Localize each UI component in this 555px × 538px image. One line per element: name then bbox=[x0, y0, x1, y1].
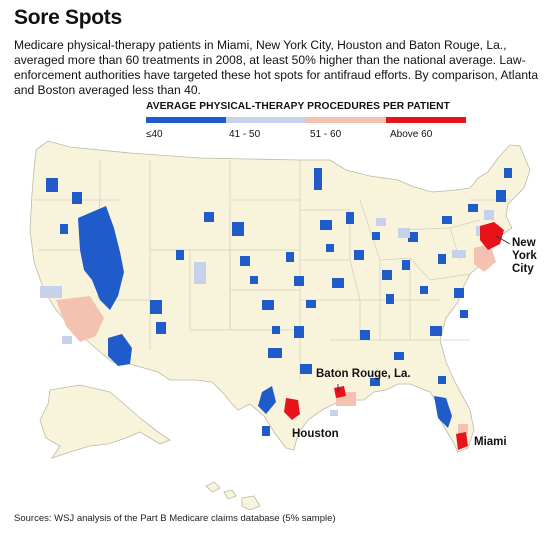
region-low bbox=[240, 256, 250, 266]
region-low bbox=[360, 330, 370, 340]
callout-new-york: New York City bbox=[512, 237, 537, 276]
region-low bbox=[468, 204, 478, 212]
region-mid bbox=[376, 218, 386, 226]
callout-miami: Miami bbox=[474, 436, 507, 448]
region-low bbox=[326, 244, 334, 252]
state-borders bbox=[34, 160, 510, 380]
region-high-miami bbox=[456, 432, 468, 450]
region-low bbox=[78, 206, 124, 310]
legend-swatch-high bbox=[386, 117, 466, 123]
region-low bbox=[402, 260, 410, 270]
region-low bbox=[60, 224, 68, 234]
new-york-leader-line bbox=[495, 235, 511, 245]
legend-title: AVERAGE PHYSICAL-THERAPY PROCEDURES PER … bbox=[146, 101, 450, 112]
region-mid bbox=[452, 250, 466, 258]
region-low bbox=[430, 326, 442, 336]
region-low bbox=[454, 288, 464, 298]
region-low bbox=[346, 212, 354, 224]
region-low bbox=[460, 310, 468, 318]
region-low bbox=[496, 190, 506, 202]
hawaii-1 bbox=[205, 481, 221, 493]
alaska bbox=[39, 384, 171, 459]
region-low bbox=[306, 300, 316, 308]
region-low bbox=[294, 276, 304, 286]
callout-new-york-line1: New bbox=[512, 237, 536, 249]
callout-houston: Houston bbox=[292, 428, 339, 440]
city-markers bbox=[337, 235, 511, 392]
us-map bbox=[29, 140, 531, 510]
region-low bbox=[370, 378, 380, 386]
region-low bbox=[250, 276, 258, 284]
region-mid bbox=[194, 262, 206, 284]
legend-swatch-low bbox=[146, 117, 226, 123]
region-low bbox=[156, 322, 166, 334]
region-low bbox=[286, 252, 294, 262]
region-low bbox=[314, 168, 322, 190]
region-high-new-york bbox=[480, 222, 504, 250]
region-low bbox=[438, 376, 446, 384]
region-low bbox=[150, 300, 162, 314]
intro-text: Medicare physical-therapy patients in Mi… bbox=[14, 38, 539, 97]
region-mid bbox=[398, 228, 410, 238]
county-regions bbox=[40, 168, 512, 450]
callout-new-york-line2: York bbox=[512, 250, 537, 262]
land-masses bbox=[29, 140, 531, 510]
region-mid bbox=[330, 410, 338, 416]
region-low bbox=[204, 212, 214, 222]
hawaii-2 bbox=[223, 489, 237, 500]
region-low bbox=[320, 220, 332, 230]
callout-new-york-line3: City bbox=[512, 263, 534, 275]
region-mid bbox=[484, 210, 494, 220]
region-high-houston bbox=[284, 398, 300, 420]
region-low bbox=[354, 250, 364, 260]
legend-label-mid: 41 - 50 bbox=[229, 129, 261, 140]
region-low bbox=[72, 192, 82, 204]
region-high-baton-rouge bbox=[334, 386, 346, 398]
region-low bbox=[262, 300, 274, 310]
region-low bbox=[232, 222, 244, 236]
region-low bbox=[272, 326, 280, 334]
legend-swatch-mid bbox=[226, 117, 306, 123]
region-low bbox=[108, 334, 132, 366]
region-midhigh bbox=[474, 244, 496, 272]
region-midhigh bbox=[56, 296, 104, 342]
region-mid bbox=[40, 286, 62, 298]
region-mid bbox=[62, 336, 72, 344]
region-low bbox=[176, 250, 184, 260]
region-low bbox=[442, 216, 452, 224]
region-low bbox=[504, 168, 512, 178]
region-low bbox=[394, 352, 404, 360]
contiguous-us bbox=[29, 140, 531, 453]
hawaii-3 bbox=[241, 495, 261, 510]
legend-label-low: ≤40 bbox=[146, 129, 163, 140]
region-low bbox=[268, 348, 282, 358]
region-low bbox=[420, 286, 428, 294]
callout-baton-rouge: Baton Rouge, La. bbox=[316, 368, 411, 380]
region-low bbox=[382, 270, 392, 280]
region-low bbox=[300, 364, 312, 374]
legend-label-high: Above 60 bbox=[390, 129, 433, 140]
region-low bbox=[46, 178, 58, 192]
region-low bbox=[294, 326, 304, 338]
region-low bbox=[262, 426, 270, 436]
region-low bbox=[372, 232, 380, 240]
region-low bbox=[408, 232, 418, 242]
region-midhigh bbox=[458, 424, 468, 434]
region-low bbox=[332, 278, 344, 288]
legend-label-midhigh: 51 - 60 bbox=[310, 129, 342, 140]
region-low bbox=[434, 396, 452, 428]
region-low bbox=[386, 294, 394, 304]
source-note: Sources: WSJ analysis of the Part B Medi… bbox=[14, 513, 336, 524]
region-low bbox=[258, 386, 276, 414]
chart-title: Sore Spots bbox=[14, 6, 122, 29]
legend-swatch-midhigh bbox=[306, 117, 386, 123]
region-low bbox=[438, 254, 446, 264]
